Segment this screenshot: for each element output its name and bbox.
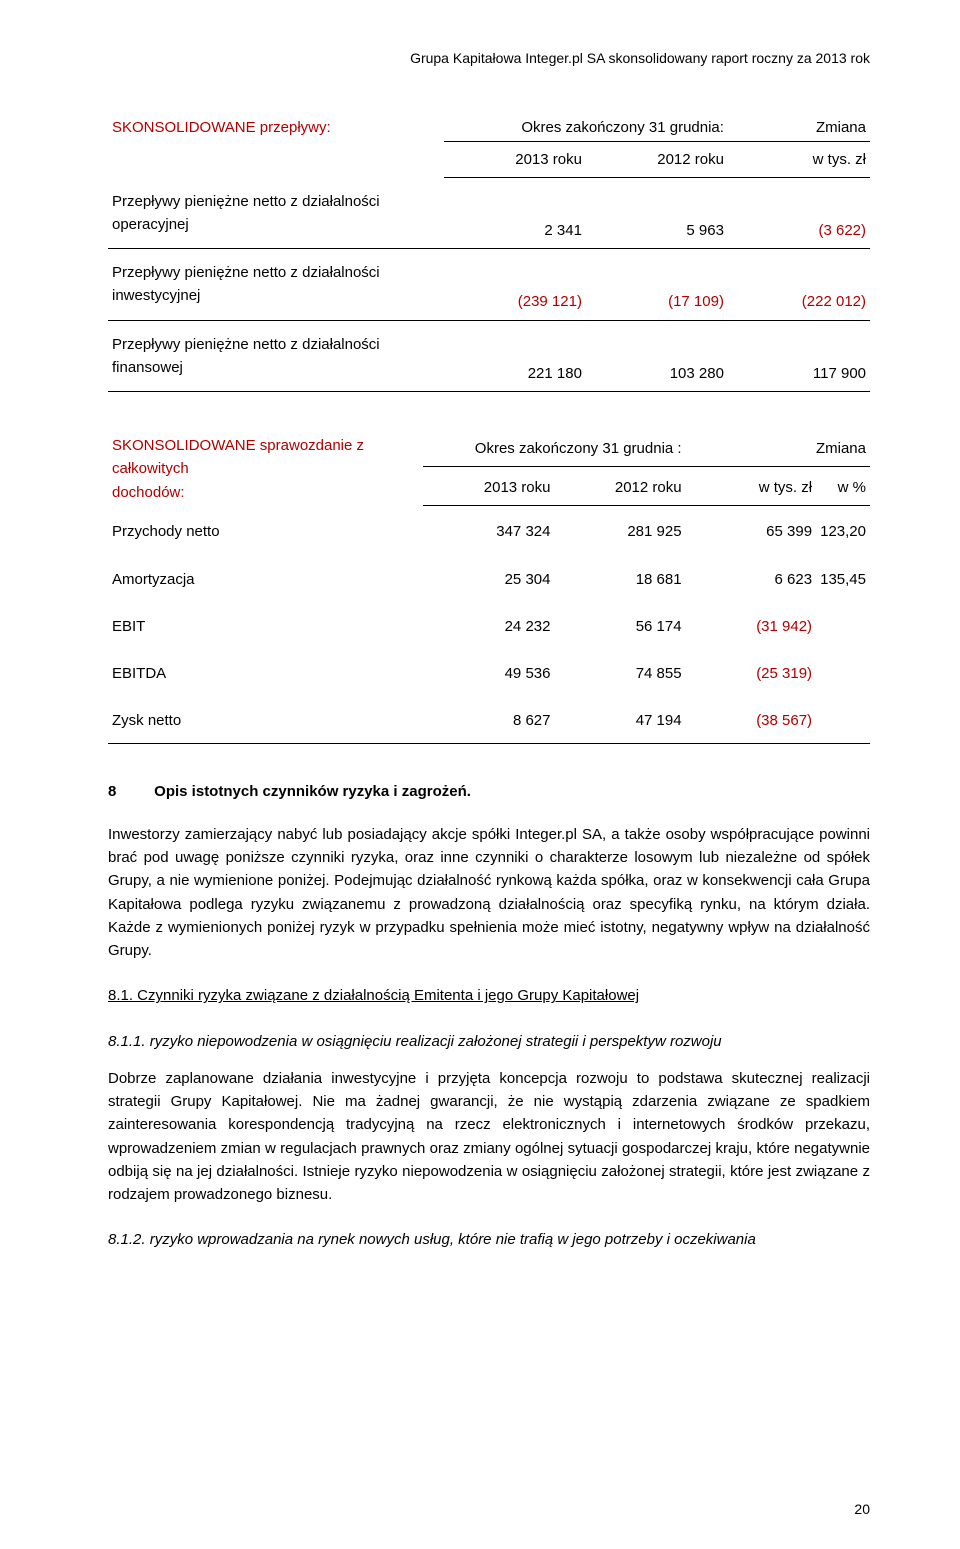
document-header: Grupa Kapitałowa Integer.pl SA skonsolid… [108, 48, 870, 70]
para-8-1-1: Dobrze zaplanowane działania inwestycyjn… [108, 1067, 870, 1207]
t1-row-op-2013: 2 341 [444, 178, 586, 249]
sub-8-1-1: 8.1.1. ryzyko niepowodzenia w osiągnięci… [108, 1030, 870, 1053]
table-cell: (25 319) [686, 648, 816, 695]
table-cell: 56 174 [554, 601, 685, 648]
t1-row-fin-chg: 117 900 [728, 320, 870, 392]
page-number: 20 [854, 1499, 870, 1521]
t2-change-header: Zmiana [686, 428, 870, 467]
t1-change-header: Zmiana [728, 110, 870, 142]
t1-col-unit: w tys. zł [728, 141, 870, 177]
t1-row-op-2012: 5 963 [586, 178, 728, 249]
table-cell: 8 627 [423, 695, 554, 743]
table-cell: 47 194 [554, 695, 685, 743]
t2-col-unit: w tys. zł [686, 467, 816, 506]
t2-title-line1: SKONSOLIDOWANE sprawozdanie z całkowityc… [112, 437, 364, 477]
t1-col-2012: 2012 roku [586, 141, 728, 177]
t1-row-op-chg: (3 622) [728, 178, 870, 249]
t1-row-fin-2013: 221 180 [444, 320, 586, 392]
t2-col-2012: 2012 roku [554, 467, 685, 506]
table-cell: EBITDA [108, 648, 423, 695]
table-cell: 25 304 [423, 554, 554, 601]
cashflow-table: SKONSOLIDOWANE przepływy: Okres zakończo… [108, 110, 870, 393]
t1-row-fin-2012: 103 280 [586, 320, 728, 392]
table-row: Amortyzacja25 30418 6816 623135,45 [108, 554, 870, 601]
t2-col-pct: w % [816, 467, 870, 506]
table-cell: 74 855 [554, 648, 685, 695]
t1-row-inv-2012: (17 109) [586, 249, 728, 321]
table-cell: 135,45 [816, 554, 870, 601]
page: Grupa Kapitałowa Integer.pl SA skonsolid… [0, 0, 960, 1549]
t2-period-header: Okres zakończony 31 grudnia : [423, 428, 685, 467]
table-cell: 6 623 [686, 554, 816, 601]
table-cell: (38 567) [686, 695, 816, 743]
section8-num: 8 [108, 780, 150, 803]
table-cell [816, 601, 870, 648]
table-cell: Zysk netto [108, 695, 423, 743]
t2-title: SKONSOLIDOWANE sprawozdanie z całkowityc… [108, 428, 423, 506]
t1-row-fin-label: Przepływy pieniężne netto z działalności… [108, 320, 444, 392]
table-cell: 18 681 [554, 554, 685, 601]
t1-period-header: Okres zakończony 31 grudnia: [444, 110, 728, 142]
t1-row-inv-chg: (222 012) [728, 249, 870, 321]
income-table: SKONSOLIDOWANE sprawozdanie z całkowityc… [108, 428, 870, 744]
t1-row-op-label: Przepływy pieniężne netto z działalności… [108, 178, 444, 249]
table-row: Zysk netto8 62747 194(38 567) [108, 695, 870, 743]
table-cell: 65 399 [686, 506, 816, 554]
sub-8-1-2: 8.1.2. ryzyko wprowadzania na rynek nowy… [108, 1228, 870, 1251]
section8-heading: 8 Opis istotnych czynników ryzyka i zagr… [108, 780, 870, 803]
t1-title: SKONSOLIDOWANE przepływy: [108, 110, 444, 142]
sub-8-1-text: 8.1. Czynniki ryzyka związane z działaln… [108, 987, 639, 1004]
section8-title: Opis istotnych czynników ryzyka i zagroż… [154, 783, 471, 800]
table-cell: (31 942) [686, 601, 816, 648]
table-row: Przychody netto347 324281 92565 399123,2… [108, 506, 870, 554]
table-cell: EBIT [108, 601, 423, 648]
t1-col-2013: 2013 roku [444, 141, 586, 177]
t2-title-line2: dochodów: [112, 484, 185, 501]
section8-para1: Inwestorzy zamierzający nabyć lub posiad… [108, 823, 870, 963]
sub-8-1: 8.1. Czynniki ryzyka związane z działaln… [108, 984, 870, 1007]
table-cell: 347 324 [423, 506, 554, 554]
table-cell: 49 536 [423, 648, 554, 695]
table-cell: 24 232 [423, 601, 554, 648]
table-cell [816, 648, 870, 695]
t1-row-inv-label: Przepływy pieniężne netto z działalności… [108, 249, 444, 321]
t1-row-inv-2013: (239 121) [444, 249, 586, 321]
table-cell: Amortyzacja [108, 554, 423, 601]
table-cell: 281 925 [554, 506, 685, 554]
table-row: EBIT24 23256 174(31 942) [108, 601, 870, 648]
table-row: EBITDA49 53674 855(25 319) [108, 648, 870, 695]
table-cell: 123,20 [816, 506, 870, 554]
table-cell [816, 695, 870, 743]
t2-col-2013: 2013 roku [423, 467, 554, 506]
table-cell: Przychody netto [108, 506, 423, 554]
